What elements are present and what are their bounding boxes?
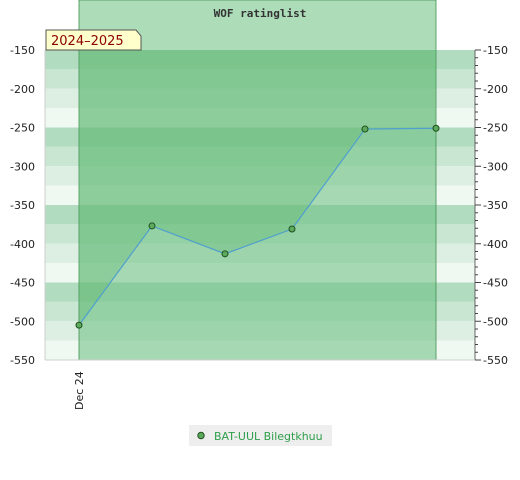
- data-point: [361, 125, 369, 133]
- rating-markers: [75, 124, 440, 329]
- y-tick-label-left: -500: [10, 315, 35, 328]
- data-point: [288, 225, 296, 233]
- y-tick-label-right: -550: [483, 354, 508, 367]
- data-point: [432, 124, 440, 132]
- y-tick-label-left: -250: [10, 122, 35, 135]
- data-point: [75, 321, 83, 329]
- season-badge-shape: [45, 29, 142, 51]
- y-tick-label-right: -250: [483, 122, 508, 135]
- y-tick-label-right: -500: [483, 315, 508, 328]
- y-tick-label-left: -400: [10, 238, 35, 251]
- y-tick-label-right: -350: [483, 199, 508, 212]
- y-tick-label-right: -400: [483, 238, 508, 251]
- season-badge-label: 2024–2025: [51, 34, 124, 49]
- y-tick-label-left: -350: [10, 199, 35, 212]
- data-point: [148, 222, 156, 230]
- y-tick-label-right: -150: [483, 44, 508, 57]
- y-tick-label-right: -200: [483, 83, 508, 96]
- season-badge: 2024–2025: [45, 29, 142, 51]
- y-axis-left: -150 -200 -250 -300 -350 -400 -450 -500 -550: [10, 44, 46, 367]
- y-tick-label-left: -150: [10, 44, 35, 57]
- y-tick-label-left: -550: [10, 354, 35, 367]
- legend[interactable]: BAT-UUL Bilegtkhuu: [189, 425, 332, 446]
- y-tick-label-right: -450: [483, 277, 508, 290]
- legend-marker-icon: [197, 431, 205, 440]
- y-tick-label-left: -450: [10, 277, 35, 290]
- y-tick-label-left: -200: [10, 83, 35, 96]
- chart-title: WOF ratinglist: [214, 7, 307, 20]
- data-point: [221, 250, 229, 258]
- x-tick-label: Dec 24: [73, 371, 86, 410]
- season-highlight: [78, 0, 437, 361]
- y-tick-label-right: -300: [483, 160, 508, 173]
- y-axis-right: -150 -200 -250 -300 -350 -400 -450 -500 -550: [474, 44, 508, 367]
- rating-area: [79, 50, 436, 326]
- x-axis: Dec 24: [45, 359, 475, 410]
- legend-box: [189, 425, 332, 446]
- y-tick-label-left: -300: [10, 160, 35, 173]
- legend-label: BAT-UUL Bilegtkhuu: [214, 430, 323, 443]
- rating-line: [78, 127, 437, 326]
